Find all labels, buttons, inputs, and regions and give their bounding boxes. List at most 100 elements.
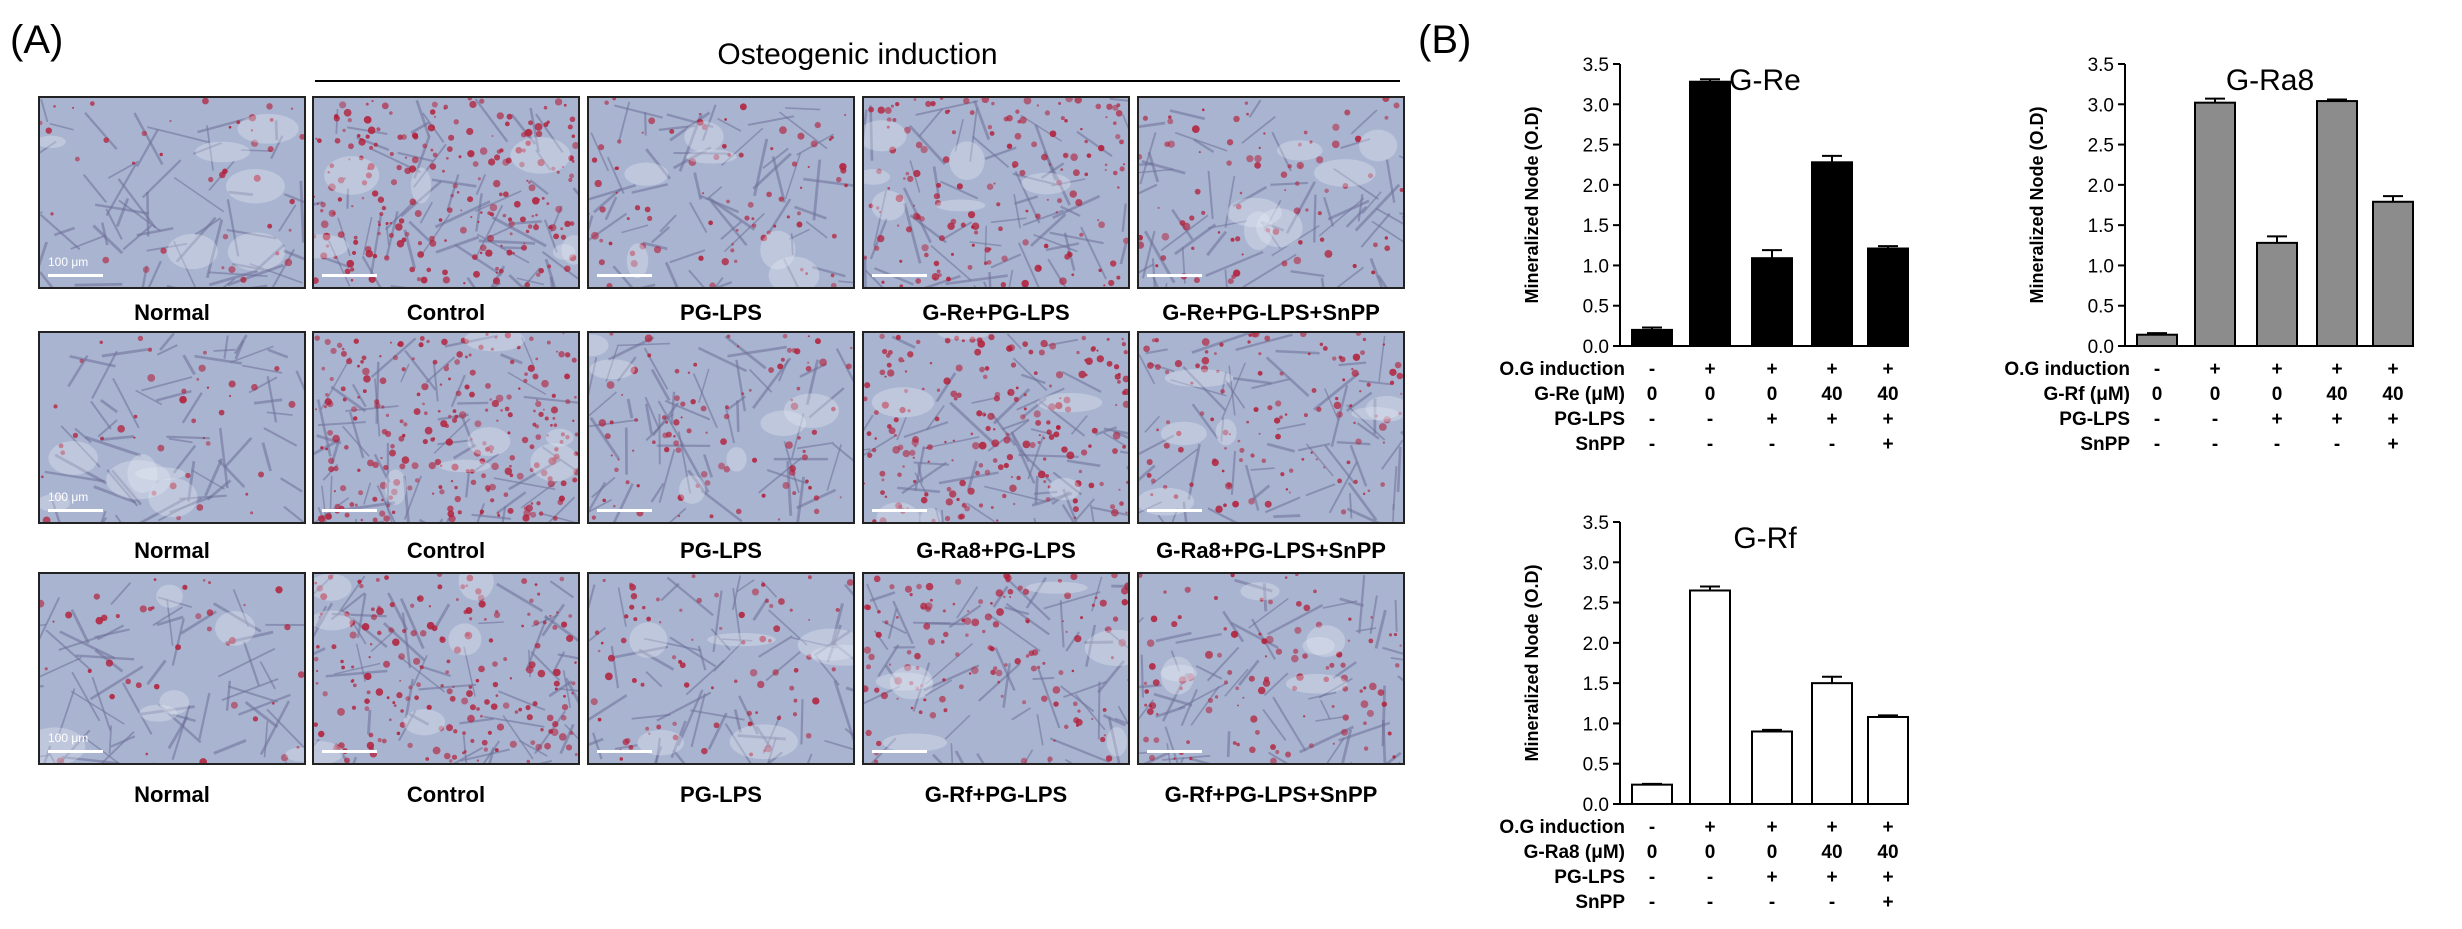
chart-title: G-Re [1729,64,1801,97]
y-tick-label: 3.5 [1583,513,1609,534]
bar [2256,241,2298,348]
treatment-cell: 0 [1767,384,1778,405]
treatment-cell: 0 [1767,842,1778,863]
treatment-cell: + [1826,409,1837,430]
treatment-cell: - [1707,892,1713,913]
bar [1811,682,1853,805]
y-axis-label: Mineralized Node (O.D) [1522,564,1542,761]
y-tick-label: 3.0 [1583,95,1609,116]
scale-bar [872,750,927,753]
treatment-cell: - [2154,434,2160,455]
treatment-cell: - [2274,434,2280,455]
treatment-cell: + [1882,867,1893,888]
y-tick-label: 2.0 [1583,176,1609,197]
y-tick-label: 0.0 [2088,337,2114,358]
micrograph [862,96,1130,289]
scale-bar [322,509,377,512]
y-tick-label: 1.5 [1583,674,1609,695]
micrograph [862,572,1130,765]
treatment-cell: + [1826,817,1837,838]
y-tick-label: 1.0 [1583,256,1609,277]
chart-title: G-Rf [1733,522,1797,555]
error-bar [1878,714,1898,717]
treatment-cell: 0 [2152,384,2163,405]
y-tick-label: 0.5 [2088,297,2114,318]
panel-b-label: (B) [1418,18,1472,62]
treatment-cell: + [1766,867,1777,888]
y-tick-label: 0.0 [1583,795,1609,816]
bar [2136,333,2178,348]
treatment-cell: - [1707,434,1713,455]
micrograph-caption: Normal [134,782,210,807]
treatment-cell: + [2387,359,2398,380]
scale-bar [48,274,103,277]
treatment-row-label: G-Ra8 (μM) [1524,842,1625,863]
micrograph: 100 μm [38,331,306,524]
y-tick-label: 1.5 [1583,216,1609,237]
y-tick-label: 2.0 [2088,176,2114,197]
bar-chart: 0.0 0.5 1.0 1.5 2.0 2.5 3.0 3.5 Mineralized Node… [1499,513,1909,913]
y-tick-label: 0.0 [1583,337,1609,358]
scale-bar [872,509,927,512]
scale-bar [872,274,927,277]
error-bar [1762,249,1782,259]
micrograph-caption: Control [406,538,486,563]
header-rule [315,80,1400,82]
treatment-cell: 40 [1821,384,1842,405]
treatment-cell: - [2154,359,2160,380]
treatment-row-label: O.G induction [2004,359,2130,380]
micrograph-caption: Normal [134,300,210,325]
treatment-cell: - [1829,892,1835,913]
micrograph-caption: PG-LPS [680,782,762,807]
treatment-row-label: SnPP [1575,434,1625,455]
treatment-row-label: SnPP [1575,892,1625,913]
scale-bar [597,750,652,753]
scale-bar [48,509,103,512]
bar [1751,730,1793,805]
micrograph [1137,96,1405,289]
treatment-row-label: PG-LPS [1554,867,1625,888]
bar [1689,80,1731,348]
treatment-cell: - [1649,359,1655,380]
micrograph-caption: G-Rf+PG-LPS+SnPP [1164,782,1378,807]
treatment-cell: + [1826,359,1837,380]
treatment-cell: + [2387,434,2398,455]
scale-bar [1147,274,1202,277]
bar [2194,101,2236,347]
treatment-cell: 0 [2272,384,2283,405]
micrograph-caption: Control [406,782,486,807]
treatment-cell: 0 [1647,842,1658,863]
error-bar [1700,585,1720,591]
treatment-cell: 0 [1705,842,1716,863]
treatment-cell: - [1707,867,1713,888]
bar [1751,257,1793,347]
treatment-cell: + [1882,434,1893,455]
bar [1867,247,1909,348]
treatment-cell: + [1766,817,1777,838]
y-tick-label: 0.5 [1583,297,1609,318]
treatment-cell: 0 [1647,384,1658,405]
micrograph [312,572,580,765]
error-bar [2327,98,2347,102]
treatment-cell: + [1882,817,1893,838]
treatment-row-label: O.G induction [1499,359,1625,380]
y-tick-label: 3.5 [2088,55,2114,76]
bar [1867,715,1909,806]
y-tick-label: 2.5 [2088,136,2114,157]
treatment-cell: + [1704,817,1715,838]
micrograph-caption: G-Ra8+PG-LPS+SnPP [1156,538,1386,563]
y-tick-label: 2.5 [1583,136,1609,157]
treatment-cell: - [2212,434,2218,455]
bar [1689,589,1731,805]
micrograph [1137,331,1405,524]
treatment-cell: - [1649,817,1655,838]
y-tick-label: 0.5 [1583,755,1609,776]
error-bar [1822,675,1842,684]
y-tick-label: 1.5 [2088,216,2114,237]
bar [1631,783,1673,806]
error-bar [1642,326,1662,330]
bar-chart: 0.0 0.5 1.0 1.5 2.0 2.5 3.0 3.5 Mineralized Node… [1499,55,1909,455]
treatment-cell: + [2331,359,2342,380]
bar [1811,161,1853,347]
micrograph-caption: G-Re+PG-LPS [922,300,1070,325]
